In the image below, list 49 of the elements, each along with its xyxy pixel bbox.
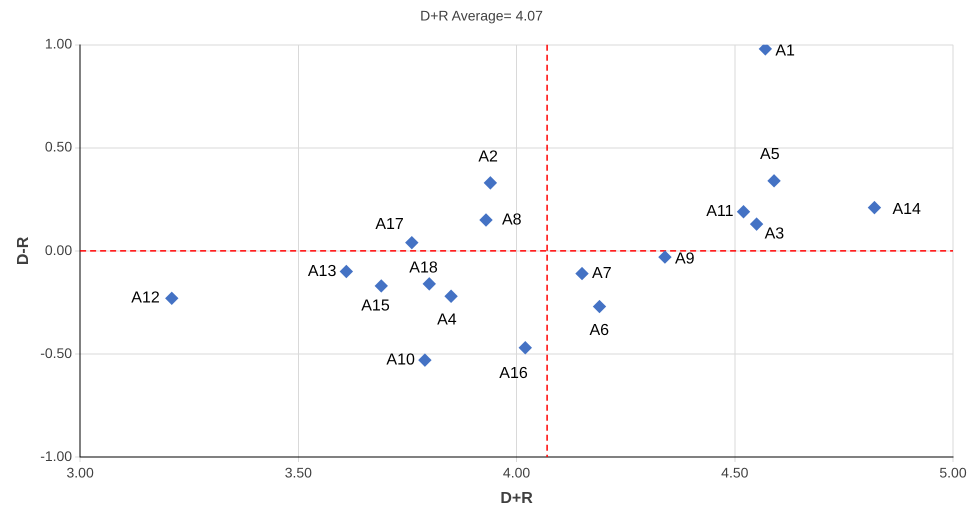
series-label: A13 <box>308 262 336 280</box>
series-label: A6 <box>589 322 610 339</box>
point <box>405 236 418 250</box>
point <box>418 354 432 367</box>
point <box>340 265 353 278</box>
point <box>737 205 750 218</box>
point <box>518 341 532 354</box>
series-label: A16 <box>499 365 528 382</box>
y-tick-label: -0.50 <box>40 344 72 361</box>
point <box>658 250 672 264</box>
point <box>484 176 497 190</box>
point <box>165 292 178 305</box>
point <box>480 213 493 226</box>
series-label: A8 <box>502 211 522 228</box>
x-tick-label: 4.00 <box>502 464 530 480</box>
chart-title: D+R Average= 4.07 <box>420 7 544 24</box>
y-tick-label: 0.50 <box>44 138 72 155</box>
series-label: A10 <box>386 352 416 369</box>
y-tick-label: 1.00 <box>44 36 72 52</box>
y-axis-title: D-R <box>15 236 32 266</box>
point <box>576 267 589 280</box>
series-label: A3 <box>764 226 784 243</box>
point <box>592 300 606 314</box>
point <box>374 279 388 292</box>
series-label: A17 <box>375 216 404 234</box>
point <box>768 174 781 188</box>
series-label: A1 <box>775 42 795 60</box>
series-label: A15 <box>361 297 390 314</box>
y-tick-label: -1.00 <box>40 448 72 464</box>
x-tick-label: 3.50 <box>284 464 312 480</box>
series-label: A5 <box>760 146 780 164</box>
series-label: A14 <box>892 201 922 218</box>
x-tick-label: 5.00 <box>939 464 967 480</box>
point <box>422 277 436 290</box>
point <box>868 201 881 214</box>
series-label: A2 <box>478 148 498 166</box>
x-tick-label: 4.50 <box>721 464 749 480</box>
point <box>750 218 764 231</box>
series-label: A9 <box>674 250 695 268</box>
series-label: A18 <box>409 259 438 276</box>
series-label: A4 <box>437 312 457 329</box>
y-tick-label: 0.00 <box>44 242 72 258</box>
point <box>444 290 458 303</box>
x-tick-label: 3.00 <box>66 464 94 480</box>
series-label: A7 <box>592 264 612 282</box>
series-label: A11 <box>706 203 734 220</box>
x-axis-title: D+R <box>500 490 534 507</box>
series-label: A12 <box>131 290 160 307</box>
point <box>758 44 772 56</box>
